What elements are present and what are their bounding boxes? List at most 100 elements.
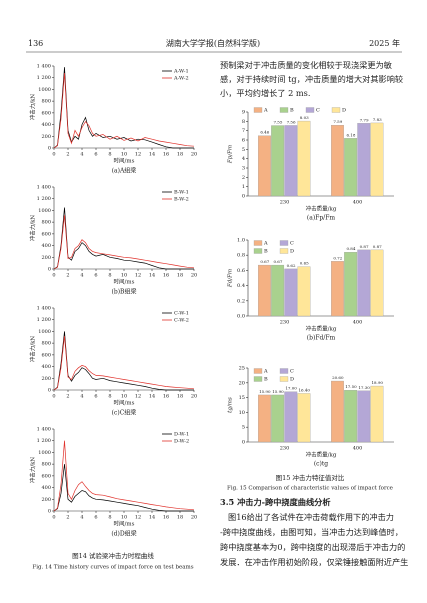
bar xyxy=(331,380,344,443)
y-tick-label: 600 xyxy=(41,110,51,116)
y-tick-label: 1 400 xyxy=(37,64,51,70)
legend-label: B xyxy=(264,377,268,383)
y-tick-label: 1000 xyxy=(38,208,51,214)
panel-caption: (a)A组梁 xyxy=(112,167,137,175)
legend-label: B-W-1 xyxy=(174,190,189,196)
legend-label: C xyxy=(316,108,320,114)
value-label: 7.83 xyxy=(373,117,382,122)
bar xyxy=(297,393,311,443)
x-tick-label: 2 xyxy=(66,273,69,279)
bar xyxy=(370,385,384,443)
x-tick-label: 20 xyxy=(191,273,197,279)
panel-caption: (c)C组梁 xyxy=(112,409,137,417)
bar xyxy=(344,138,358,197)
x-tick-label: 18 xyxy=(177,394,183,400)
legend-swatch xyxy=(253,368,263,374)
section-heading: 3.5 冲击力-跨中挠度曲线分析 xyxy=(220,497,331,507)
legend-label: C xyxy=(290,369,294,375)
series-line xyxy=(53,215,195,270)
y-tick-label: 1000 xyxy=(38,87,51,93)
x-tick-label: 12 xyxy=(135,152,141,158)
x-tick-label: 400 xyxy=(353,320,363,326)
legend-label: C-W-1 xyxy=(174,311,189,317)
x-axis-label: 冲击质量/kg xyxy=(306,325,337,333)
value-label: 6.18 xyxy=(346,132,355,137)
x-axis-label: 时间/ms xyxy=(114,399,135,407)
value-label: 0.67 xyxy=(260,259,269,264)
y-tick-label: 1.0 xyxy=(237,238,245,244)
x-tick-label: 20 xyxy=(191,394,197,400)
y-axis-label: Fd/Fm xyxy=(228,269,234,288)
legend-label: D-W-2 xyxy=(174,439,189,445)
y-tick-label: 800 xyxy=(41,462,51,468)
legend-label: B-W-2 xyxy=(174,197,189,203)
value-label: 8.03 xyxy=(300,115,309,120)
value-label: 15.90 xyxy=(259,389,271,394)
y-tick-label: 7 xyxy=(242,128,245,134)
y-tick-label: 4 xyxy=(242,156,245,162)
y-tick-label: 1000 xyxy=(38,450,51,456)
series-line xyxy=(53,336,195,391)
y-tick-label: 1 200 xyxy=(37,196,51,202)
legend-swatch xyxy=(253,376,263,382)
x-tick-label: 16 xyxy=(163,394,169,400)
x-tick-label: 6 xyxy=(94,273,97,279)
y-tick-label: 6 xyxy=(242,138,245,144)
y-tick-label: 400 xyxy=(41,364,51,370)
x-tick-label: 4 xyxy=(80,273,83,279)
y-tick-label: 1000 xyxy=(38,329,51,335)
x-tick-label: 8 xyxy=(108,515,111,521)
x-tick-label: 16 xyxy=(163,152,169,158)
y-tick-label: 0 xyxy=(48,509,51,515)
legend-label: A xyxy=(263,369,268,375)
y-tick-label: 0.2 xyxy=(237,298,245,304)
y-tick-label: 0 xyxy=(48,146,51,152)
y-tick-label: 200 xyxy=(41,255,51,261)
x-tick-label: 8 xyxy=(108,394,111,400)
paragraph-line: 跨中挠度基本为0，跨中挠度的出现滞后于冲击力的 xyxy=(220,542,405,552)
y-tick-label: 1 400 xyxy=(37,185,51,191)
y-tick-label: 1 xyxy=(242,184,245,190)
x-tick-label: 10 xyxy=(121,394,127,400)
legend-label: C xyxy=(290,241,294,247)
bar xyxy=(344,390,358,443)
bar xyxy=(284,268,298,317)
y-tick-label: 400 xyxy=(41,122,51,128)
y-axis-label: 冲击力/kN xyxy=(29,457,37,484)
x-tick-label: 6 xyxy=(94,152,97,158)
x-tick-label: 0 xyxy=(52,394,55,400)
value-label: 20.60 xyxy=(332,375,344,380)
x-tick-label: 16 xyxy=(163,273,169,279)
legend-label: C-W-2 xyxy=(174,318,189,324)
y-tick-label: 1 200 xyxy=(37,317,51,323)
y-tick-label: 1 200 xyxy=(37,438,51,444)
x-tick-label: 16 xyxy=(163,515,169,521)
figure-caption-en: Fig. 14 Time history curves of impact fo… xyxy=(32,565,193,571)
figure-caption: 图14 试验梁冲击力时程曲线 xyxy=(72,551,154,560)
value-label: 7.59 xyxy=(333,119,342,124)
x-tick-label: 8 xyxy=(108,273,111,279)
legend-swatch xyxy=(253,107,263,113)
y-tick-label: 600 xyxy=(41,231,51,237)
legend-swatch xyxy=(279,240,289,246)
x-axis-label: 时间/ms xyxy=(114,157,135,165)
y-tick-label: 0 xyxy=(242,440,245,446)
legend-swatch xyxy=(253,240,263,246)
page-number: 136 xyxy=(28,39,43,48)
x-tick-label: 2 xyxy=(66,152,69,158)
x-tick-label: 230 xyxy=(280,200,290,206)
journal-name: 湖南大学学报(自然科学版) xyxy=(166,38,260,48)
panel-caption: (c)tg xyxy=(314,461,328,468)
y-tick-label: 800 xyxy=(41,99,51,105)
legend-swatch xyxy=(279,248,289,254)
y-axis-label: tg/ms xyxy=(228,397,234,413)
x-tick-label: 12 xyxy=(135,515,141,521)
series-line xyxy=(53,464,194,512)
y-tick-label: 200 xyxy=(41,134,51,140)
series-line xyxy=(53,67,194,149)
value-label: 18.90 xyxy=(371,380,383,385)
paragraph-line: -跨中挠度曲线，由图可知，当冲击力达到峰值时， xyxy=(220,527,403,537)
x-tick-label: 8 xyxy=(108,152,111,158)
y-tick-label: 3 xyxy=(242,166,245,172)
